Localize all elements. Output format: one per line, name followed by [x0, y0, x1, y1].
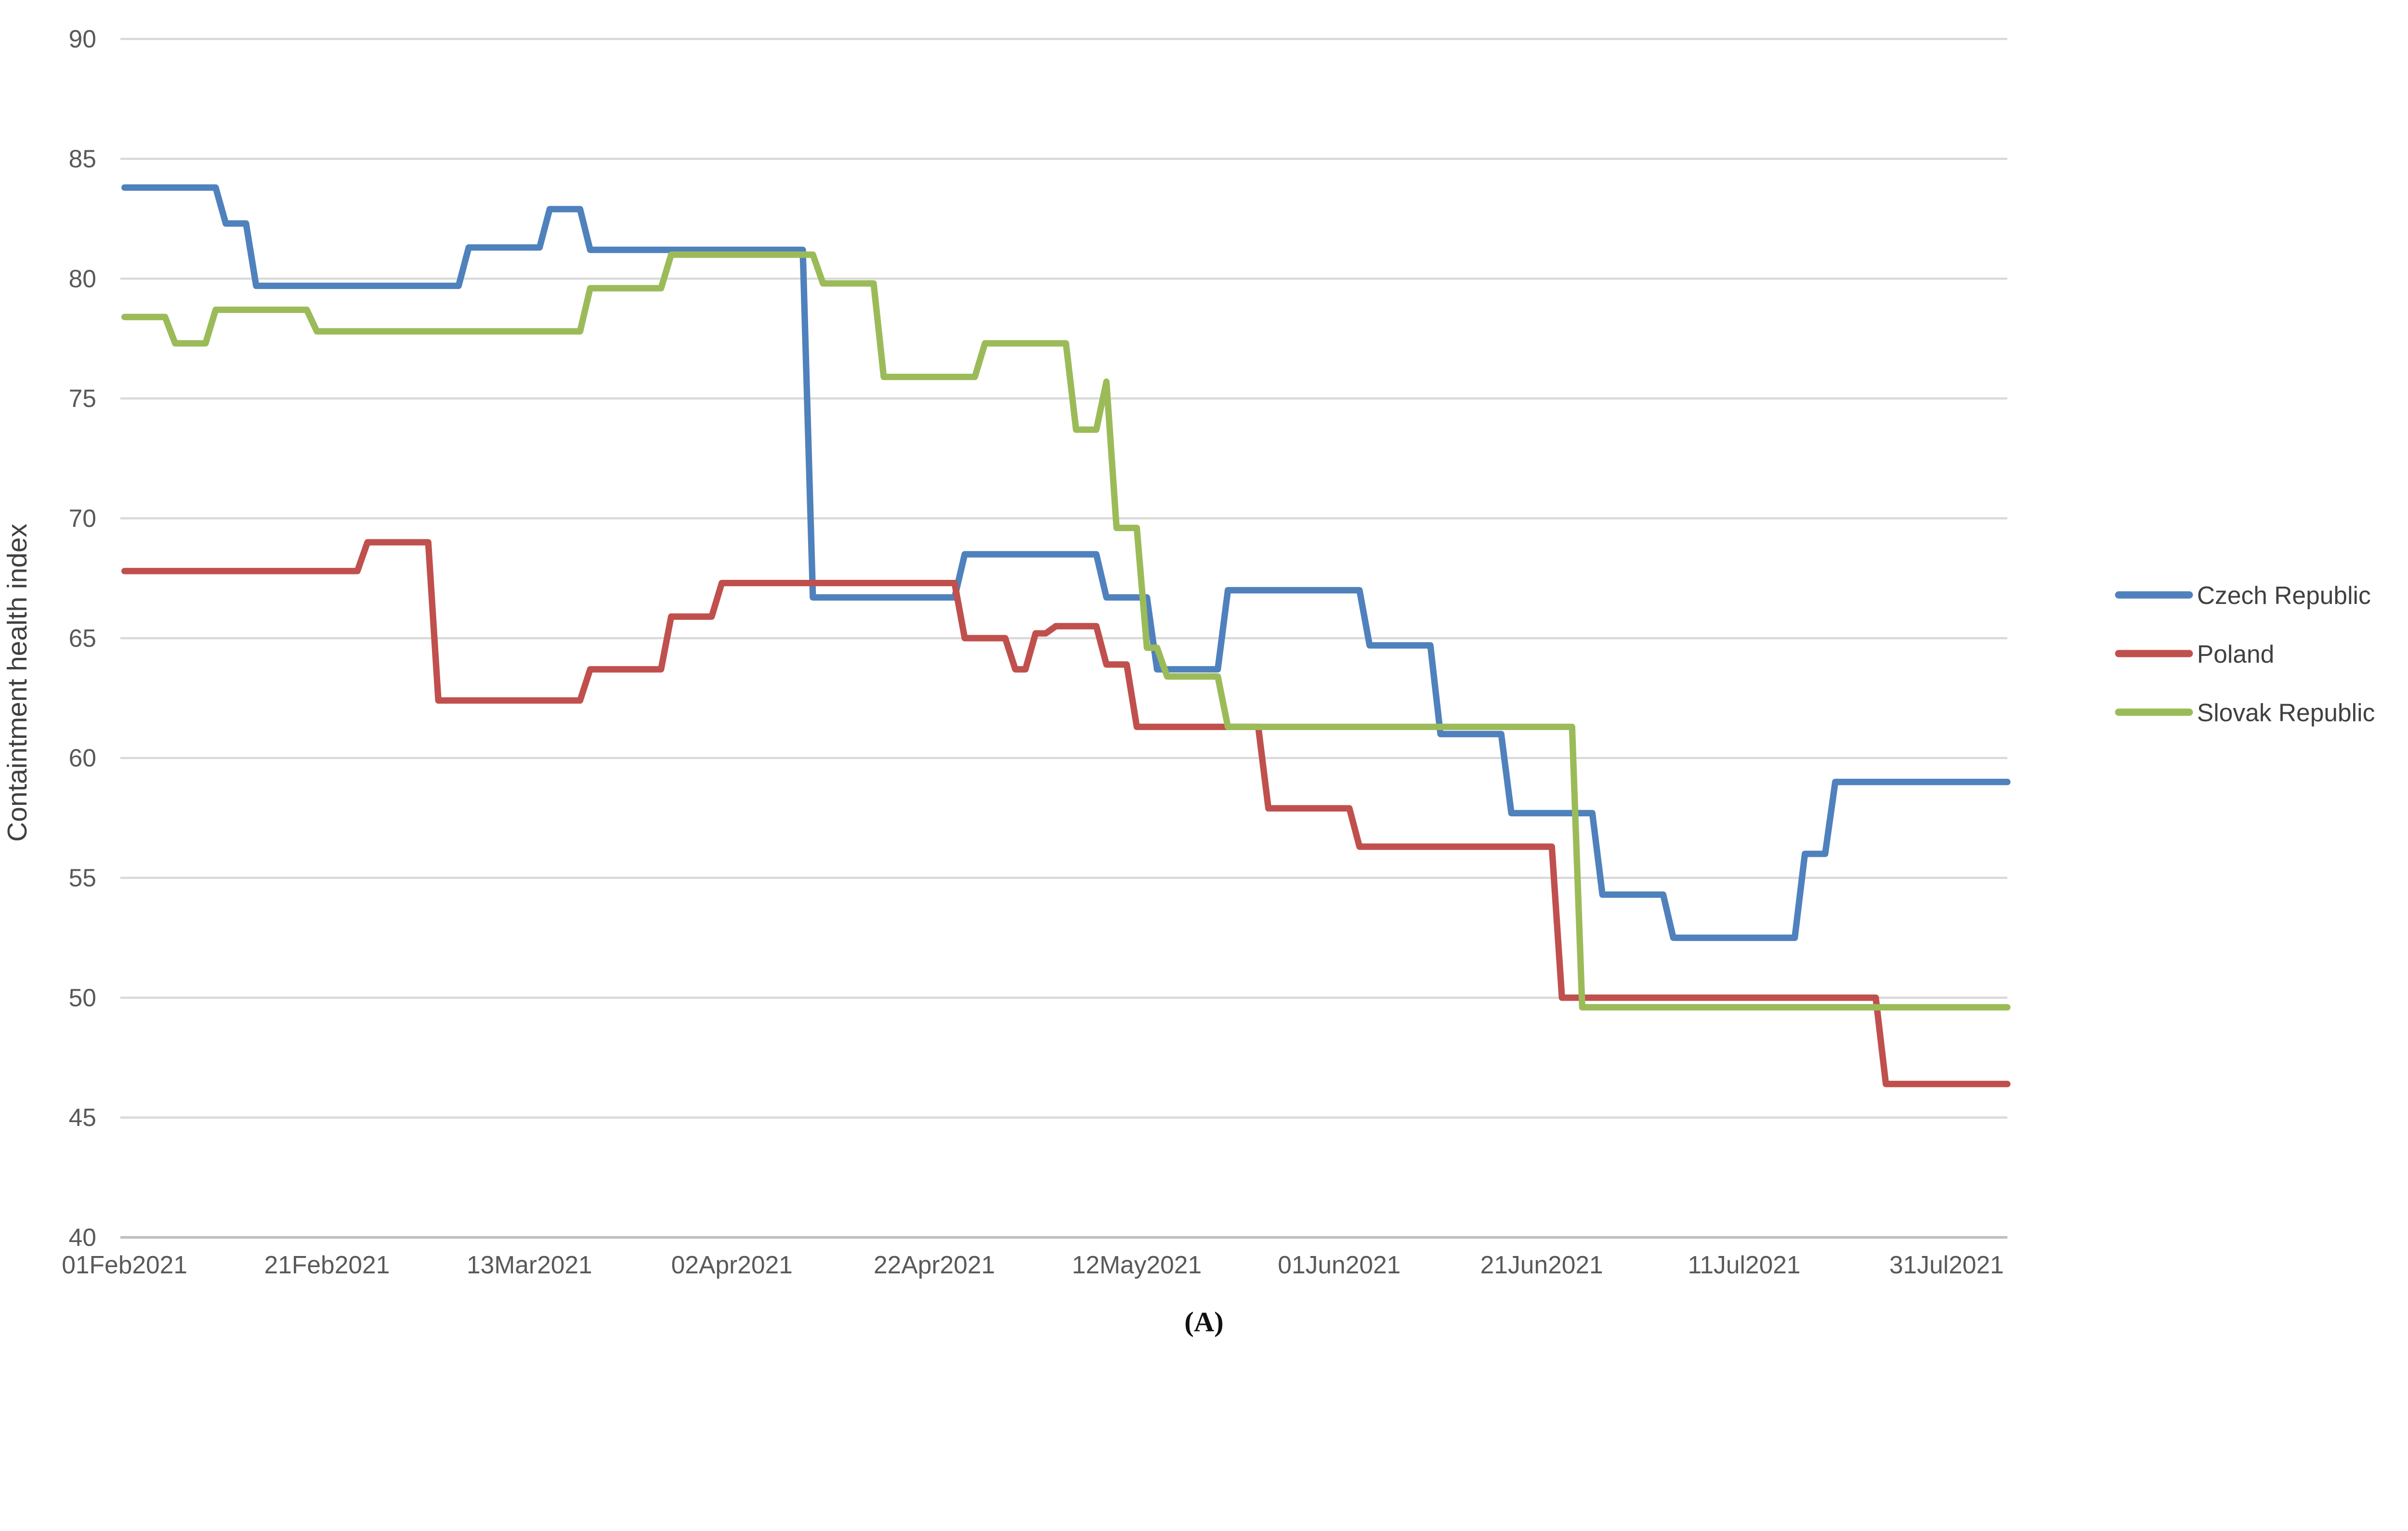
series-line-slovak-republic — [121, 251, 2011, 1011]
legend: Czech Republic Poland Slovak Republic — [2115, 581, 2375, 727]
legend-label-czech-republic: Czech Republic — [2197, 581, 2371, 609]
y-tick-label-40: 40 — [69, 1223, 96, 1251]
y-axis-title: Containtment health index — [2, 523, 33, 842]
x-tick-label-01Feb2021: 01Feb2021 — [62, 1251, 187, 1279]
y-tick-label-50: 50 — [69, 983, 96, 1011]
series-line-czech-republic — [121, 184, 2011, 941]
y-tick-label-90: 90 — [69, 25, 96, 53]
x-tick-label-02Apr2021: 02Apr2021 — [671, 1251, 793, 1279]
series-line-poland — [121, 539, 2011, 1087]
figure-caption: (A) — [1184, 1306, 1223, 1337]
y-tick-label-65: 65 — [69, 624, 96, 652]
x-tick-label-21Jun2021: 21Jun2021 — [1480, 1251, 1603, 1279]
y-tick-label-60: 60 — [69, 744, 96, 772]
axis-labels-layer: 40 45 50 55 60 65 70 75 80 85 90 01Feb2021 21Feb2021… — [62, 25, 2004, 1279]
x-tick-label-22Apr2021: 22Apr2021 — [874, 1251, 995, 1279]
gridlines-layer — [120, 38, 2008, 1239]
y-tick-label-75: 75 — [69, 384, 96, 412]
figure-page: 40 45 50 55 60 65 70 75 80 85 90 01Feb2021 21Feb2021… — [2, 25, 2375, 1337]
y-tick-label-85: 85 — [69, 144, 96, 172]
chart-canvas: 40 45 50 55 60 65 70 75 80 85 90 01Feb2021 21Feb2021… — [2, 25, 2375, 1337]
x-tick-label-12May2021: 12May2021 — [1072, 1251, 1202, 1279]
x-tick-label-01Jun2021: 01Jun2021 — [1278, 1251, 1400, 1279]
x-tick-label-11Jul2021: 11Jul2021 — [1688, 1251, 1801, 1279]
legend-label-poland: Poland — [2197, 640, 2274, 668]
y-tick-label-45: 45 — [69, 1103, 96, 1131]
legend-label-slovak-republic: Slovak Republic — [2197, 699, 2375, 727]
x-tick-label-31Jul2021: 31Jul2021 — [1889, 1251, 2004, 1279]
series-layer — [121, 184, 2011, 1087]
x-tick-label-13Mar2021: 13Mar2021 — [467, 1251, 592, 1279]
x-tick-label-21Feb2021: 21Feb2021 — [264, 1251, 390, 1279]
y-tick-label-70: 70 — [69, 504, 96, 532]
y-tick-label-80: 80 — [69, 264, 96, 292]
y-tick-label-55: 55 — [69, 864, 96, 892]
